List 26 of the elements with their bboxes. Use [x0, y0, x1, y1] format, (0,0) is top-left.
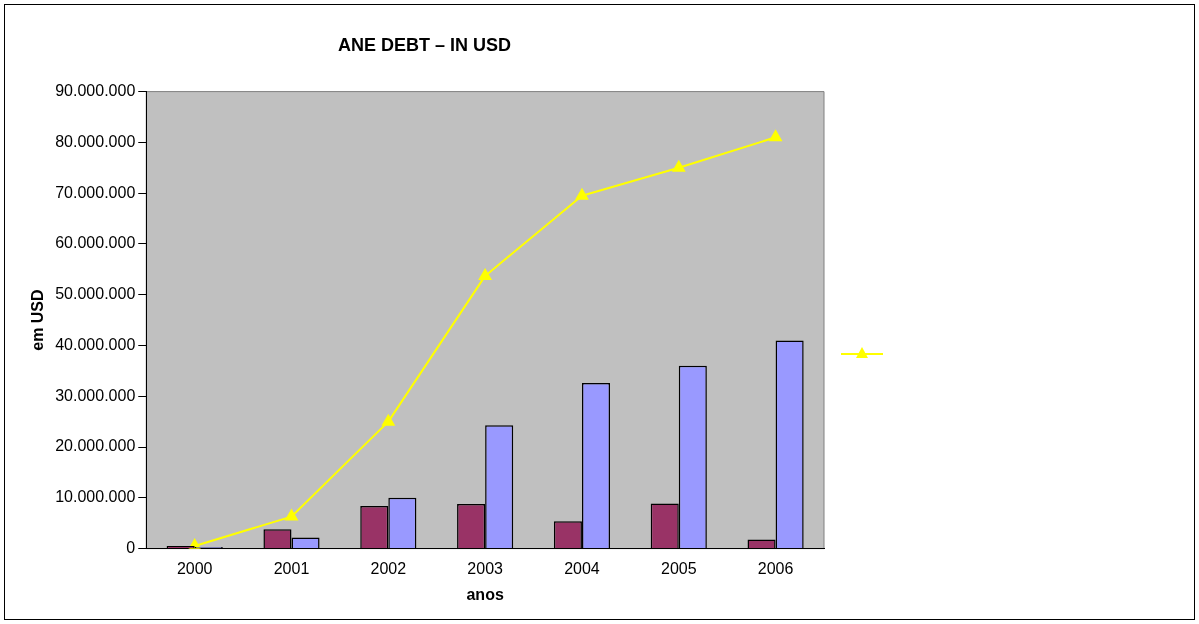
- y-tick-label: 60.000.000: [55, 234, 136, 252]
- x-axis-title: anos: [466, 585, 504, 603]
- point: [285, 509, 298, 521]
- point: [769, 130, 782, 142]
- chart-title: ANE DEBT – IN USD: [337, 34, 512, 55]
- y-tick-label: 90.000.000: [55, 82, 136, 100]
- y-tick-label: 30.000.000: [55, 386, 136, 404]
- x-tick-label: 2003: [467, 559, 504, 577]
- y-tick-label: 50.000.000: [55, 285, 136, 303]
- x-tick-label: 2002: [370, 559, 407, 577]
- point: [382, 414, 395, 426]
- y-tick-label: 40.000.000: [55, 335, 136, 353]
- x-tick-label: 2006: [757, 559, 794, 577]
- y-tick-label: 70.000.000: [55, 183, 136, 201]
- y-tick-label: 0: [126, 539, 136, 557]
- x-tick-label: 2005: [660, 559, 697, 577]
- point: [478, 268, 492, 280]
- point: [672, 160, 685, 172]
- x-tick-label: 2004: [564, 559, 600, 577]
- x-tick-label: 2000: [176, 559, 213, 577]
- point: [575, 188, 589, 200]
- y-tick-label: 80.000.000: [55, 132, 136, 150]
- x-tick-label: 2001: [273, 559, 310, 577]
- y-axis-title: em USD: [29, 289, 47, 351]
- y-tick-label: 10.000.000: [55, 488, 136, 506]
- y-tick-label: 20.000.000: [55, 437, 136, 455]
